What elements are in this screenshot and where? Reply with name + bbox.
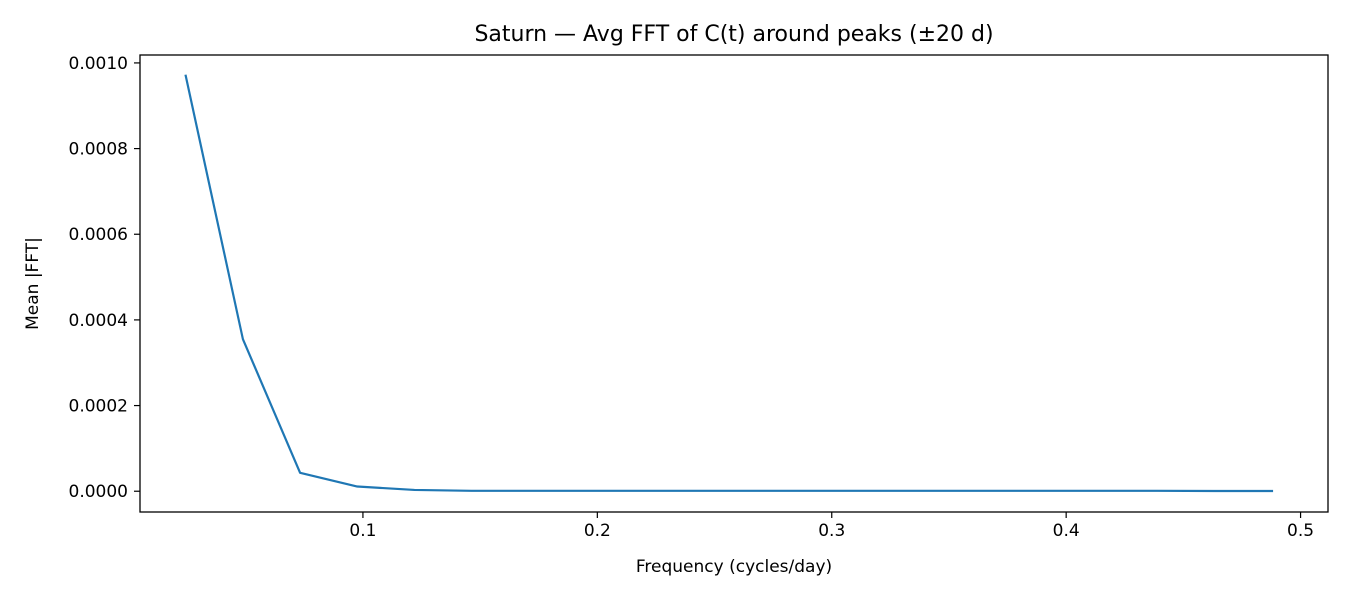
y-tick-label: 0.0002 (69, 397, 128, 417)
x-tick-label: 0.5 (1287, 521, 1314, 541)
x-tick-label: 0.4 (1053, 521, 1080, 541)
y-tick-label: 0.0010 (69, 54, 128, 74)
series-line (184, 74, 1274, 493)
x-axis-ticks: 0.1 0.2 0.3 0.4 0.5 (349, 512, 1314, 541)
x-tick-label: 0.2 (584, 521, 611, 541)
y-axis-label: Mean |FFT| (23, 237, 43, 330)
x-axis-label: Frequency (cycles/day) (636, 557, 832, 577)
series-layer (184, 74, 1274, 493)
plot-background (140, 55, 1328, 512)
x-tick-label: 0.3 (818, 521, 845, 541)
y-tick-label: 0.0004 (69, 311, 128, 331)
y-tick-label: 0.0000 (69, 482, 128, 502)
y-tick-label: 0.0006 (69, 225, 128, 245)
plot-frame (139, 54, 1329, 513)
y-tick-label: 0.0008 (69, 140, 128, 160)
x-tick-label: 0.1 (349, 521, 376, 541)
y-axis-ticks: 0.0000 0.0002 0.0004 0.0006 0.0008 0.0010 (69, 54, 140, 502)
chart-title: Saturn — Avg FFT of C(t) around peaks (±… (474, 22, 993, 47)
